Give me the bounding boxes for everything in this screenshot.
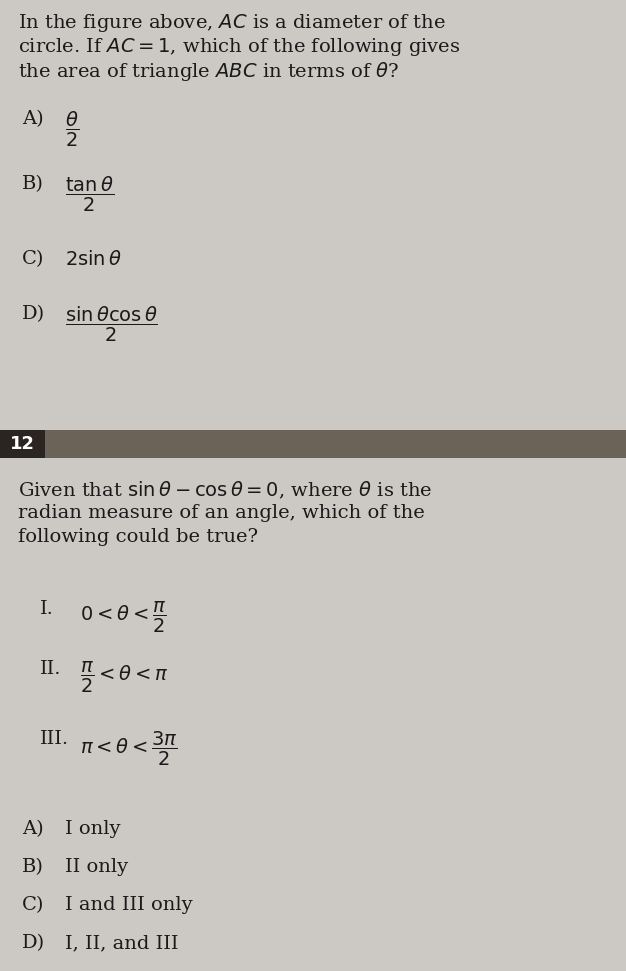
Text: B): B) — [22, 858, 44, 876]
Text: I.: I. — [40, 600, 54, 618]
Text: A): A) — [22, 110, 44, 128]
Text: radian measure of an angle, which of the: radian measure of an angle, which of the — [18, 504, 425, 522]
Text: Given that $\sin\theta - \cos\theta = 0$, where $\theta$ is the: Given that $\sin\theta - \cos\theta = 0$… — [18, 480, 432, 501]
Text: D): D) — [22, 305, 45, 323]
Text: the area of triangle $ABC$ in terms of $\theta$?: the area of triangle $ABC$ in terms of $… — [18, 60, 399, 83]
Text: $\dfrac{\tan\theta}{2}$: $\dfrac{\tan\theta}{2}$ — [65, 175, 114, 214]
Text: II.: II. — [40, 660, 61, 678]
Text: circle. If $AC = 1$, which of the following gives: circle. If $AC = 1$, which of the follow… — [18, 36, 461, 58]
Text: C): C) — [22, 896, 44, 914]
Bar — [0, 430, 626, 458]
Text: following could be true?: following could be true? — [18, 528, 258, 546]
Text: A): A) — [22, 820, 44, 838]
Text: III.: III. — [40, 730, 69, 748]
Text: I and III only: I and III only — [65, 896, 193, 914]
Text: $\pi < \theta < \dfrac{3\pi}{2}$: $\pi < \theta < \dfrac{3\pi}{2}$ — [80, 730, 178, 768]
Text: $0 < \theta < \dfrac{\pi}{2}$: $0 < \theta < \dfrac{\pi}{2}$ — [80, 600, 167, 635]
Text: $2\sin\theta$: $2\sin\theta$ — [65, 250, 122, 269]
Text: $\dfrac{\theta}{2}$: $\dfrac{\theta}{2}$ — [65, 110, 80, 150]
Text: I, II, and III: I, II, and III — [65, 934, 178, 952]
Text: In the figure above, $AC$ is a diameter of the: In the figure above, $AC$ is a diameter … — [18, 12, 446, 34]
Text: 12: 12 — [10, 435, 35, 453]
Text: I only: I only — [65, 820, 120, 838]
Text: II only: II only — [65, 858, 128, 876]
Text: $\dfrac{\pi}{2} < \theta < \pi$: $\dfrac{\pi}{2} < \theta < \pi$ — [80, 660, 168, 695]
Text: C): C) — [22, 250, 44, 268]
Text: D): D) — [22, 934, 45, 952]
Text: B): B) — [22, 175, 44, 193]
Bar — [0, 430, 45, 458]
Text: $\dfrac{\sin\theta\cos\theta}{2}$: $\dfrac{\sin\theta\cos\theta}{2}$ — [65, 305, 158, 344]
